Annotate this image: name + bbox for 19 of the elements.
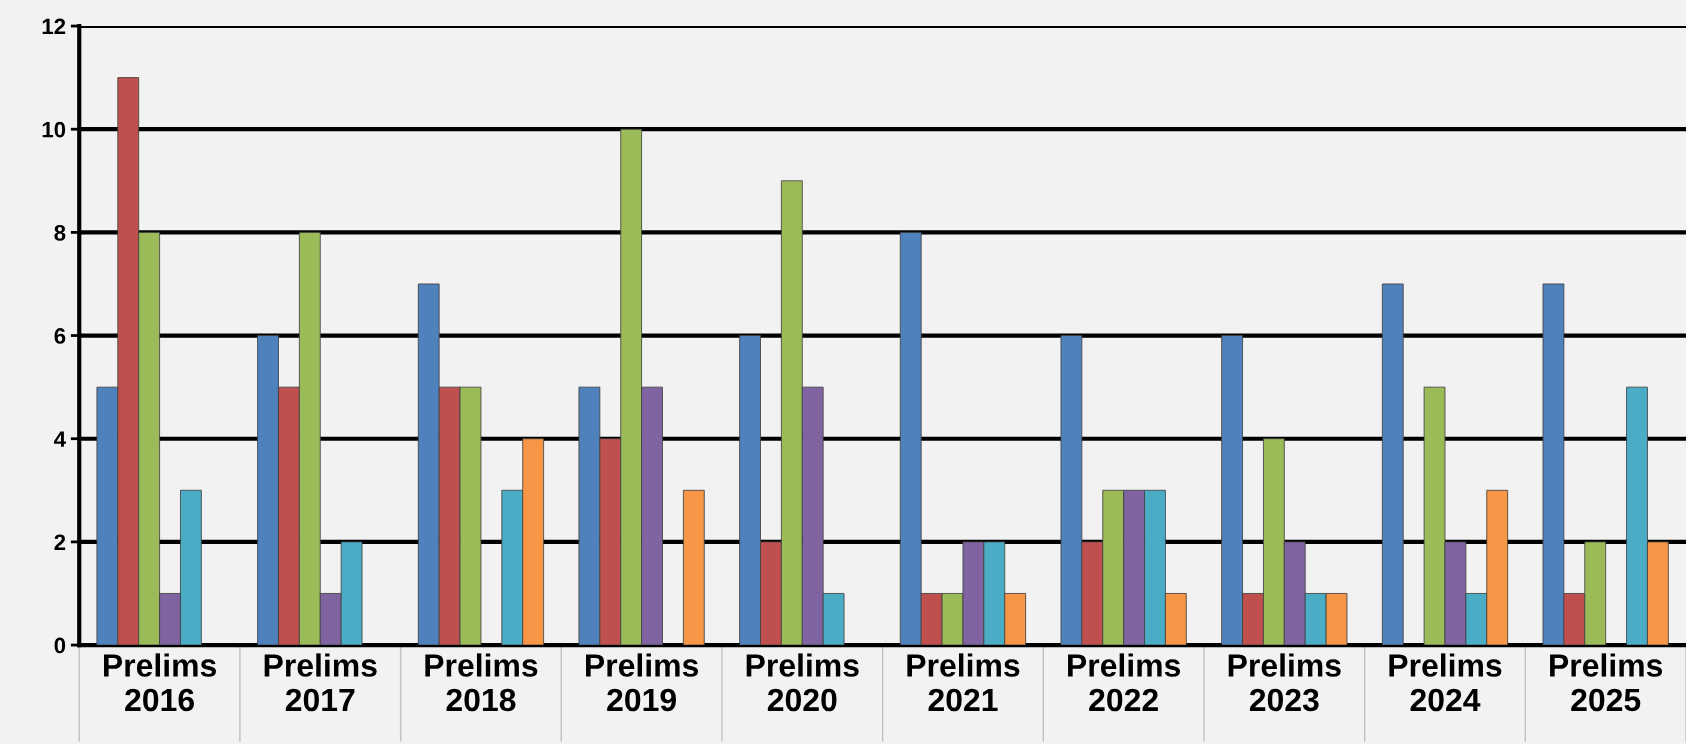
x-tick-label: Prelims 2016 [104, 653, 216, 712]
x-tick-label: Prelims 2025 [1550, 653, 1663, 712]
y-tick-label: 2 [54, 534, 66, 550]
y-tick-label: 12 [42, 18, 66, 35]
x-tick-label: Prelims 2017 [264, 653, 377, 712]
x-tick-label: Prelims 2020 [746, 653, 859, 712]
y-tick-label: 10 [42, 121, 66, 138]
x-tick-label: Prelims 2024 [1389, 653, 1502, 712]
y-tick-label: 6 [54, 328, 66, 344]
y-tick-label: 0 [54, 637, 66, 654]
bar [682, 489, 705, 646]
y-tick-label: 8 [54, 224, 66, 241]
x-tick-label: Prelims 2019 [586, 653, 699, 712]
x-tick-label: Prelims 2018 [425, 653, 538, 712]
y-tick-label: 4 [54, 431, 66, 447]
x-tick-label: Prelims 2022 [1068, 653, 1181, 712]
bar [1381, 283, 1404, 646]
x-tick-label: Prelims 2023 [1228, 653, 1341, 712]
x-tick-label: Prelims 2021 [907, 653, 1020, 712]
